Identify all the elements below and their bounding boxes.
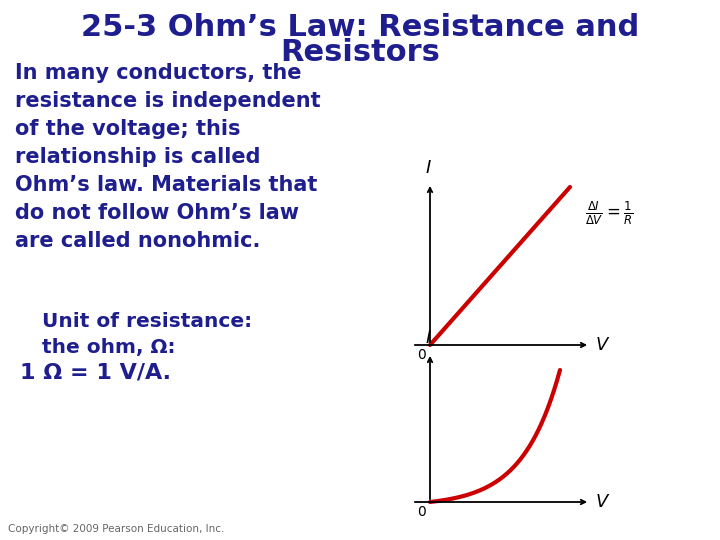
Text: 1 Ω = 1 V/A.: 1 Ω = 1 V/A.: [20, 362, 171, 382]
Text: V: V: [596, 336, 608, 354]
Text: In many conductors, the
resistance is independent
of the voltage; this
relations: In many conductors, the resistance is in…: [15, 63, 320, 251]
Text: 25-3 Ohm’s Law: Resistance and: 25-3 Ohm’s Law: Resistance and: [81, 13, 639, 42]
Text: V: V: [596, 493, 608, 511]
Text: Copyright© 2009 Pearson Education, Inc.: Copyright© 2009 Pearson Education, Inc.: [8, 524, 225, 534]
Text: Resistors: Resistors: [280, 38, 440, 67]
Text: I: I: [426, 329, 431, 347]
Text: 0: 0: [418, 348, 426, 362]
Text: Unit of resistance:
the ohm, Ω:: Unit of resistance: the ohm, Ω:: [42, 312, 252, 357]
Text: 0: 0: [418, 505, 426, 519]
Text: I: I: [426, 159, 431, 177]
Text: $\frac{\Delta I}{\Delta V}=\frac{1}{R}$: $\frac{\Delta I}{\Delta V}=\frac{1}{R}$: [585, 200, 634, 227]
